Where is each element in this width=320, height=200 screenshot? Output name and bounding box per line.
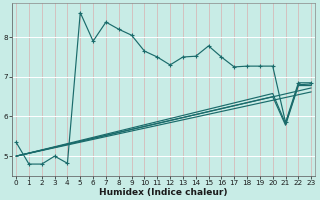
X-axis label: Humidex (Indice chaleur): Humidex (Indice chaleur) <box>100 188 228 197</box>
